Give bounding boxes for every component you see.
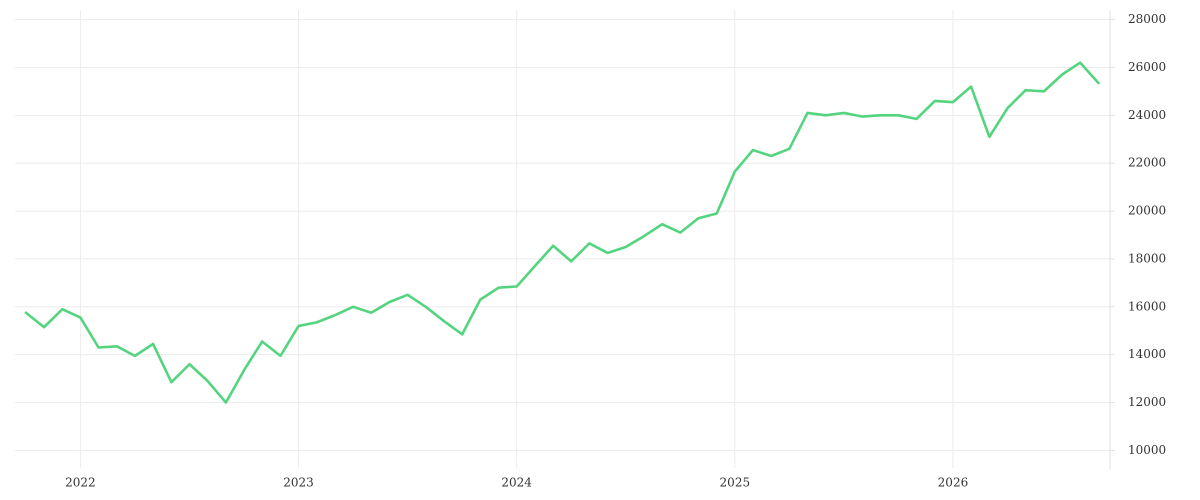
data-line [24, 61, 1100, 404]
y-tick-label: 18000 [1128, 251, 1166, 265]
y-tick-label: 26000 [1128, 60, 1166, 74]
y-tick-label: 14000 [1128, 347, 1166, 361]
y-tick-label: 24000 [1128, 108, 1166, 122]
y-tick-label: 20000 [1128, 204, 1166, 218]
x-tick-label: 2025 [720, 476, 751, 490]
x-tick-label: 2026 [938, 476, 969, 490]
x-tick-label: 2022 [65, 476, 96, 490]
y-tick-label: 12000 [1128, 395, 1166, 409]
y-tick-label: 10000 [1128, 443, 1166, 457]
y-tick-label: 22000 [1128, 156, 1166, 170]
y-tick-label: 28000 [1128, 12, 1166, 26]
x-tick-label: 2024 [501, 476, 532, 490]
x-tick-label: 2023 [283, 476, 314, 490]
y-tick-label: 16000 [1128, 299, 1166, 313]
